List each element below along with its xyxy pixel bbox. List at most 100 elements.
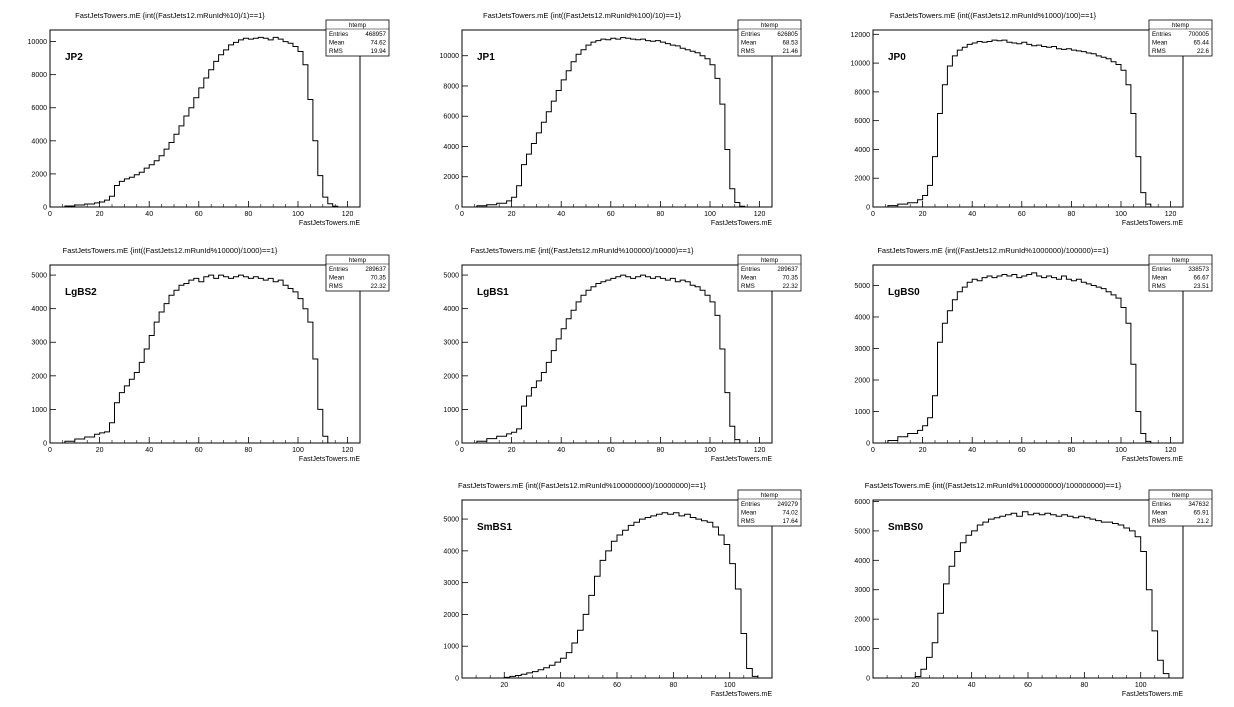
x-tick-label: 60 — [1018, 447, 1026, 454]
x-tick-label: 0 — [460, 211, 464, 218]
y-tick-label: 4000 — [31, 138, 47, 145]
panel-title: FastJetsTowers.mE {int((FastJets12.mRunI… — [865, 481, 1122, 490]
y-tick-label: 4000 — [854, 314, 870, 321]
stats-key: Mean — [329, 40, 345, 47]
y-tick-label: 2000 — [31, 171, 47, 178]
histogram-panel: FastJetsTowers.mE {int((FastJets12.mRunI… — [440, 11, 802, 227]
y-tick-label: 1000 — [443, 644, 459, 651]
y-tick-label: 0 — [455, 676, 459, 683]
x-tick-label: 80 — [1068, 447, 1076, 454]
y-tick-label: 0 — [43, 441, 47, 448]
stats-key: Entries — [741, 266, 760, 273]
plot-frame — [461, 29, 773, 208]
y-tick-label: 8000 — [854, 89, 870, 96]
x-tick-label: 0 — [460, 447, 464, 454]
x-tick-label: 80 — [1068, 211, 1076, 218]
x-tick-label: 100 — [704, 447, 716, 454]
stats-name: htemp — [761, 22, 779, 29]
trigger-label: SmBS0 — [888, 522, 923, 533]
histogram-series-line — [462, 37, 746, 208]
trigger-label: LgBS0 — [888, 287, 920, 298]
histogram-panel: FastJetsTowers.mE {int((FastJets12.mRunI… — [28, 11, 390, 227]
x-tick-label: 0 — [48, 211, 52, 218]
stats-value: 66.67 — [1194, 275, 1210, 282]
stats-key: Mean — [1152, 40, 1168, 47]
plot-frame — [872, 29, 1184, 208]
stats-key: RMS — [329, 48, 343, 55]
y-tick-label: 2000 — [443, 373, 459, 380]
stats-key: Entries — [741, 501, 760, 508]
x-tick-label: 20 — [500, 682, 508, 689]
stats-name: htemp — [1172, 22, 1190, 29]
histogram-series-line — [462, 274, 741, 444]
stats-name: htemp — [1172, 492, 1190, 499]
stats-key: Mean — [1152, 510, 1168, 517]
stats-key: Entries — [741, 31, 760, 38]
stats-name: htemp — [761, 492, 779, 499]
x-tick-label: 20 — [96, 211, 104, 218]
histogram-panel: FastJetsTowers.mE {int((FastJets12.mRunI… — [854, 246, 1213, 463]
trigger-label: SmBS1 — [477, 522, 512, 533]
x-tick-label: 120 — [754, 211, 766, 218]
histogram-panel: FastJetsTowers.mE {int((FastJets12.mRunI… — [443, 246, 802, 463]
stats-name: htemp — [349, 257, 367, 264]
stats-value: 21.46 — [783, 48, 799, 55]
trigger-label: JP2 — [65, 52, 83, 63]
stats-key: Mean — [741, 510, 757, 517]
stats-value: 347632 — [1188, 501, 1209, 508]
stats-box-frame — [737, 254, 802, 292]
x-tick-label: 20 — [508, 447, 516, 454]
stats-value: 22.32 — [371, 283, 387, 290]
stats-key: RMS — [329, 283, 343, 290]
panel-title: FastJetsTowers.mE {int((FastJets12.mRunI… — [63, 246, 278, 255]
stats-box-frame — [325, 254, 390, 292]
x-tick-label: 80 — [245, 211, 253, 218]
y-tick-label: 4000 — [31, 306, 47, 313]
x-axis-label: FastJetsTowers.mE — [711, 691, 772, 698]
stats-box-frame — [325, 19, 390, 57]
y-tick-label: 2000 — [443, 174, 459, 181]
x-axis-label: FastJetsTowers.mE — [1122, 220, 1183, 227]
stats-key: RMS — [741, 48, 755, 55]
stats-value: 23.51 — [1194, 283, 1210, 290]
x-tick-label: 80 — [657, 447, 665, 454]
y-tick-label: 6000 — [854, 118, 870, 125]
x-tick-label: 120 — [342, 211, 354, 218]
x-tick-label: 100 — [1115, 447, 1127, 454]
x-tick-label: 80 — [1080, 682, 1088, 689]
plot-frame — [49, 29, 361, 208]
x-tick-label: 60 — [195, 447, 203, 454]
y-tick-label: 0 — [866, 205, 870, 212]
stats-key: Entries — [1152, 31, 1171, 38]
stats-key: Entries — [1152, 501, 1171, 508]
y-tick-label: 4000 — [854, 558, 870, 565]
stats-value: 74.02 — [783, 510, 799, 517]
histogram-panel: FastJetsTowers.mE {int((FastJets12.mRunI… — [851, 11, 1213, 227]
x-tick-label: 100 — [1115, 211, 1127, 218]
y-tick-label: 0 — [43, 205, 47, 212]
trigger-label: LgBS2 — [65, 287, 97, 298]
histogram-series-line — [50, 274, 329, 444]
y-tick-label: 4000 — [443, 548, 459, 555]
histogram-series-line — [50, 36, 339, 208]
stats-key: RMS — [741, 518, 755, 525]
x-tick-label: 20 — [919, 447, 927, 454]
x-tick-label: 0 — [48, 447, 52, 454]
x-tick-label: 40 — [557, 211, 565, 218]
stats-key: RMS — [1152, 518, 1166, 525]
y-tick-label: 0 — [866, 441, 870, 448]
y-tick-label: 1000 — [854, 409, 870, 416]
stats-key: Entries — [329, 31, 348, 38]
histogram-series-line — [462, 512, 759, 679]
x-tick-label: 20 — [911, 682, 919, 689]
y-tick-label: 6000 — [31, 105, 47, 112]
stats-key: Mean — [741, 40, 757, 47]
stats-value: 700005 — [1188, 31, 1209, 38]
x-tick-label: 120 — [1165, 447, 1177, 454]
y-tick-label: 4000 — [854, 147, 870, 154]
